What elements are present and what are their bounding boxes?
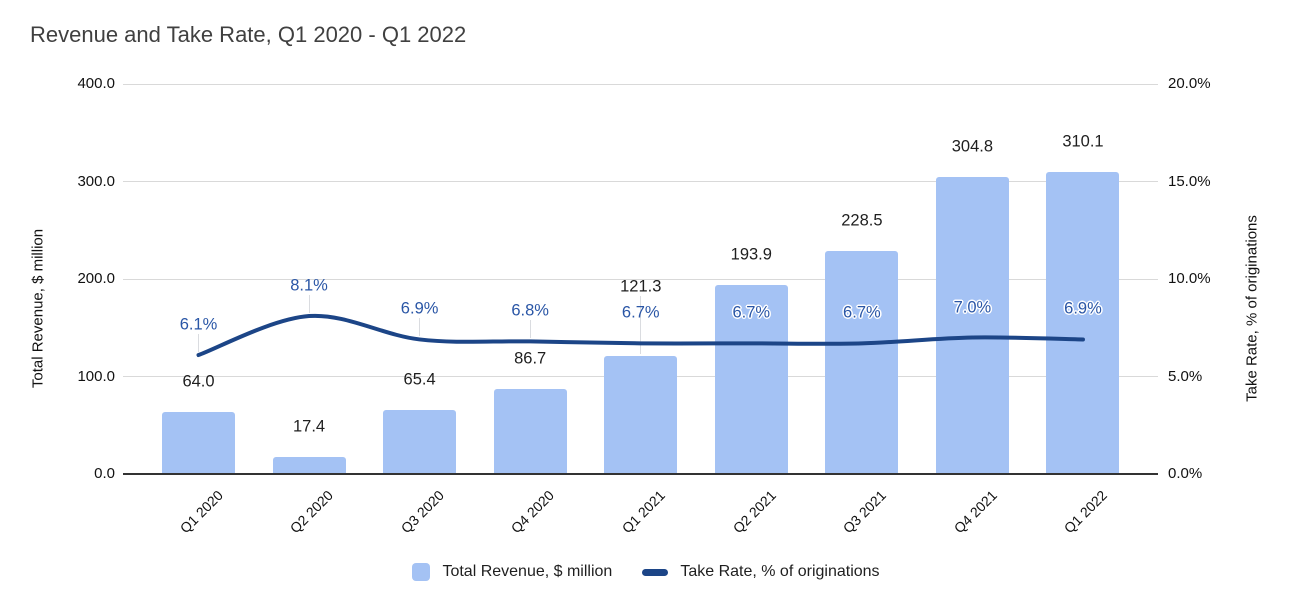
bar-q3-2020	[383, 410, 457, 474]
leader-line	[198, 334, 199, 353]
bar-value-label: 121.3	[620, 277, 662, 296]
take-rate-label: 6.7%	[843, 303, 881, 322]
bar-q2-2020	[272, 457, 346, 474]
y-tick-label-left: 200.0	[77, 270, 115, 287]
bar-value-label: 228.5	[841, 211, 883, 230]
take-rate-label: 7.0%	[953, 298, 992, 316]
y-tick-label-right: 0.0%	[1168, 465, 1203, 482]
bar-q1-2020	[162, 411, 235, 474]
gridline	[123, 181, 1158, 182]
leader-line	[308, 295, 310, 314]
take-rate-label: 8.1%	[290, 276, 328, 295]
legend-label-total-revenue: Total Revenue, $ million	[442, 563, 613, 580]
take-rate-dash-icon	[642, 568, 669, 576]
take-rate-label: 6.7%	[732, 303, 771, 322]
bar-q1-2022	[1046, 171, 1120, 474]
y-tick-label-left: 400.0	[77, 75, 115, 92]
leader-line	[529, 320, 531, 339]
bar-value-label: 310.1	[1062, 132, 1104, 151]
y-tick-label-left: 300.0	[77, 172, 115, 190]
bar-value-label: 304.8	[951, 137, 994, 156]
bar-q4-2021	[935, 176, 1009, 474]
revenue-swatch-icon	[412, 563, 431, 581]
x-axis-line	[123, 473, 1158, 475]
take-rate-label: 6.9%	[1064, 299, 1102, 318]
y-tick-label-right: 15.0%	[1168, 172, 1211, 190]
x-tick-label: Q3 2021	[839, 487, 890, 537]
gridline	[123, 83, 1158, 85]
y-tick-label-left: 0.0	[94, 465, 115, 482]
gridline	[123, 278, 1158, 280]
legend-item-take-rate: Take Rate, % of originations	[642, 563, 880, 581]
x-tick-label: Q2 2021	[729, 487, 779, 537]
take-rate-label: 6.1%	[179, 315, 218, 334]
x-tick-label: Q4 2021	[950, 487, 1000, 537]
bar-value-label: 65.4	[403, 370, 436, 389]
chart-title: Revenue and Take Rate, Q1 2020 - Q1 2022	[30, 22, 467, 47]
x-tick-label: Q1 2021	[618, 487, 669, 537]
left-axis-title: Total Revenue, $ million	[29, 228, 47, 389]
legend-label-take-rate: Take Rate, % of originations	[680, 563, 880, 580]
take-rate-label: 6.9%	[400, 299, 439, 318]
x-tick-label: Q3 2020	[397, 487, 447, 537]
bar-q4-2020	[493, 389, 567, 474]
bar-q1-2021	[604, 355, 678, 474]
bar-value-label: 17.4	[292, 417, 326, 436]
y-tick-label-right: 10.0%	[1168, 270, 1211, 287]
legend: Total Revenue, $ million Take Rate, % of…	[0, 560, 1292, 584]
leader-line	[419, 318, 421, 337]
x-tick-label: Q1 2022	[1060, 487, 1111, 537]
y-tick-label-right: 20.0%	[1168, 75, 1211, 92]
bar-q3-2021	[825, 251, 899, 474]
leader-line	[640, 322, 642, 341]
y-tick-label-right: 5.0%	[1168, 367, 1203, 385]
take-rate-label: 6.7%	[621, 303, 660, 322]
x-tick-label: Q4 2020	[508, 487, 558, 537]
right-axis-title: Take Rate, % of originations	[1243, 215, 1261, 402]
legend-item-total-revenue: Total Revenue, $ million	[412, 563, 612, 581]
x-tick-label: Q2 2020	[287, 487, 337, 537]
take-rate-label: 6.8%	[511, 301, 549, 320]
bar-value-label: 86.7	[514, 349, 547, 368]
bar-value-label: 193.9	[730, 245, 772, 264]
x-tick-label: Q1 2020	[176, 487, 226, 537]
bar-value-label: 64.0	[182, 372, 215, 391]
y-tick-label-left: 100.0	[77, 367, 115, 385]
